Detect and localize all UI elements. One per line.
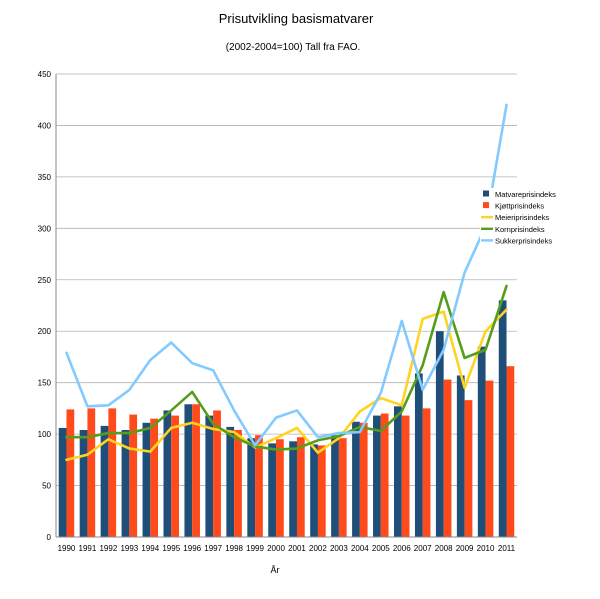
line-sukkerprisindeks — [65, 103, 508, 447]
x-tick-label: 1991 — [79, 544, 97, 553]
chart-subtitle: (2002-2004=100) Tall fra FAO. — [226, 42, 361, 53]
bar-kjøttprisindeks — [485, 380, 494, 537]
bar-matvareprisindeks — [331, 435, 339, 537]
bar-matvareprisindeks — [79, 429, 88, 537]
bar-matvareprisindeks — [226, 426, 235, 537]
y-tick-label: 350 — [38, 173, 52, 182]
bar-kjøttprisindeks — [317, 445, 326, 537]
x-tick-label: 1994 — [141, 544, 159, 553]
y-tick-label: 150 — [38, 379, 52, 388]
x-tick-label: 2011 — [498, 544, 516, 553]
x-tick-label: 2004 — [351, 544, 369, 553]
axes — [55, 74, 517, 538]
x-tick-label: 2002 — [309, 544, 327, 553]
x-tick-labels: 1990 1991 1992 1993 1994 1995 1996 1997 1998 1999… — [58, 544, 516, 553]
bar-kjøttprisindeks — [108, 408, 117, 537]
bar-kjøttprisindeks — [192, 404, 200, 537]
bar-kjøttprisindeks — [276, 439, 284, 537]
line-meieriprisindeks — [65, 308, 508, 462]
y-tick-label: 200 — [38, 327, 52, 336]
legend-label: Sukkerprisindeks — [495, 236, 552, 245]
x-tick-label: 1999 — [246, 544, 264, 553]
legend: Matvareprisindeks Kjøttprisindeks Meieripr… — [480, 188, 590, 250]
x-tick-label: 2005 — [372, 544, 390, 553]
bar-kjøttprisindeks — [255, 435, 263, 537]
bar-matvareprisindeks — [393, 406, 402, 537]
legend-label: Meieriprisindeks — [495, 213, 549, 222]
bar-matvareprisindeks — [414, 373, 423, 537]
lines — [65, 103, 508, 462]
bar-matvareprisindeks — [121, 429, 130, 537]
bar-kjøttprisindeks — [359, 422, 368, 537]
bar-matvareprisindeks — [477, 346, 486, 537]
x-tick-label: 1995 — [162, 544, 180, 553]
y-tick-label: 250 — [38, 276, 52, 285]
legend-label: Matvareprisindeks — [495, 190, 556, 199]
chart-title: Prisutvikling basismatvarer — [219, 11, 374, 26]
bar-matvareprisindeks — [352, 421, 360, 537]
line-kornprisindeks — [65, 284, 508, 451]
bar-kjøttprisindeks — [443, 379, 452, 537]
y-tick-labels: 0 50 100 150 200 250 300 350 400 450 — [38, 70, 52, 542]
x-tick-label: 2008 — [435, 544, 453, 553]
x-tick-label: 1998 — [225, 544, 243, 553]
x-tick-label: 1996 — [183, 544, 201, 553]
x-tick-label: 2006 — [393, 544, 411, 553]
x-tick-label: 2003 — [330, 544, 348, 553]
y-tick-label: 100 — [38, 430, 52, 439]
bar-kjøttprisindeks — [87, 408, 96, 537]
x-tick-label: 2010 — [477, 544, 495, 553]
bar-kjøttprisindeks — [296, 437, 305, 537]
bar-matvareprisindeks — [310, 444, 318, 537]
bar-kjøttprisindeks — [464, 400, 473, 537]
bar-kjøttprisindeks — [401, 415, 410, 537]
bar-kjøttprisindeks — [171, 415, 180, 537]
bar-matvareprisindeks — [58, 427, 67, 537]
x-tick-label: 2007 — [414, 544, 432, 553]
bar-kjøttprisindeks — [380, 413, 389, 537]
y-tick-label: 400 — [38, 121, 52, 130]
bar-kjøttprisindeks — [234, 429, 242, 537]
x-tick-label: 2009 — [456, 544, 474, 553]
bar-kjøttprisindeks — [506, 366, 515, 537]
bar-matvareprisindeks — [268, 443, 277, 537]
bars — [58, 300, 515, 537]
bar-matvareprisindeks — [456, 375, 465, 537]
bar-matvareprisindeks — [205, 415, 214, 537]
bar-kjøttprisindeks — [150, 418, 159, 537]
x-tick-label: 1990 — [58, 544, 76, 553]
bar-matvareprisindeks — [373, 415, 381, 537]
y-tick-label: 0 — [47, 533, 52, 542]
x-tick-label: 1992 — [99, 544, 117, 553]
bar-matvareprisindeks — [247, 438, 256, 537]
bar-matvareprisindeks — [142, 422, 151, 537]
legend-background — [480, 188, 590, 250]
y-tick-label: 50 — [42, 482, 51, 491]
bar-kjøttprisindeks — [422, 408, 431, 537]
bar-matvareprisindeks — [289, 441, 297, 537]
x-tick-label: 1993 — [120, 544, 138, 553]
x-tick-label: 1997 — [204, 544, 222, 553]
y-tick-label: 450 — [38, 70, 52, 79]
y-tick-label: 300 — [38, 224, 52, 233]
bar-matvareprisindeks — [100, 425, 109, 537]
legend-label: Kjøttprisindeks — [495, 202, 544, 211]
bar-kjøttprisindeks — [66, 409, 75, 537]
x-tick-label: 2001 — [288, 544, 306, 553]
bar-kjøttprisindeks — [338, 438, 347, 537]
legend-label: Kornprisindeks — [495, 225, 545, 234]
x-tick-label: 2000 — [267, 544, 285, 553]
x-axis-label: År — [271, 565, 280, 575]
bar-matvareprisindeks — [184, 404, 193, 537]
bar-matvareprisindeks — [163, 410, 172, 537]
bar-matvareprisindeks — [498, 300, 507, 537]
bar-kjøttprisindeks — [129, 414, 138, 537]
bar-matvareprisindeks — [435, 331, 444, 537]
legend-swatch — [483, 202, 489, 209]
bar-kjøttprisindeks — [213, 410, 221, 537]
legend-swatch — [483, 190, 489, 197]
